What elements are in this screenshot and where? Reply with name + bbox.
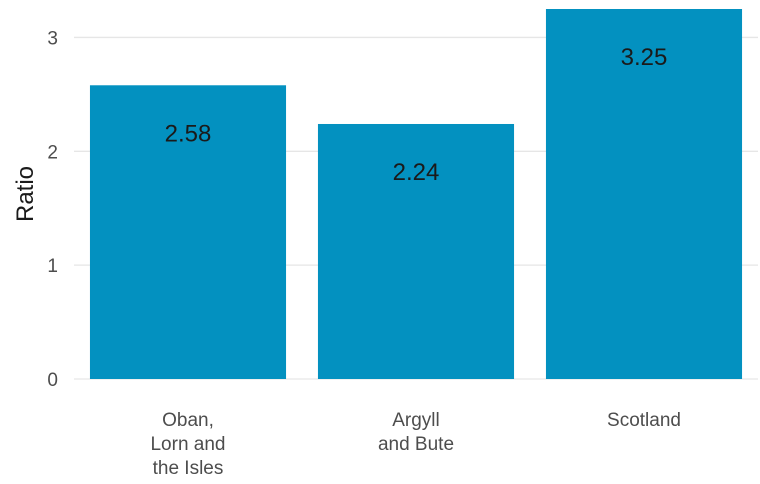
y-tick-label: 2: [47, 142, 58, 163]
bars: [89, 9, 743, 380]
data-labels: 2.58 2.24 3.25: [165, 44, 668, 186]
y-tick-label: 0: [47, 370, 58, 391]
bar: [317, 123, 515, 379]
y-axis-label: Ratio: [12, 166, 39, 222]
y-tick-label: 3: [47, 28, 58, 49]
x-tick-label: Argyll and Bute: [378, 410, 454, 455]
data-label: 2.58: [165, 120, 212, 147]
y-axis-ticks: 0 1 2 3: [47, 28, 58, 391]
y-tick-label: 1: [47, 256, 58, 277]
x-axis-ticks: Oban, Lorn and the Isles Argyll and Bute Scot…: [150, 410, 680, 479]
x-tick-label: Oban, Lorn and the Isles: [150, 410, 225, 479]
x-tick-label: Scotland: [607, 410, 681, 431]
data-label: 2.24: [393, 159, 440, 186]
bar: [89, 85, 287, 380]
data-label: 3.25: [621, 44, 668, 71]
bar: [545, 9, 743, 379]
